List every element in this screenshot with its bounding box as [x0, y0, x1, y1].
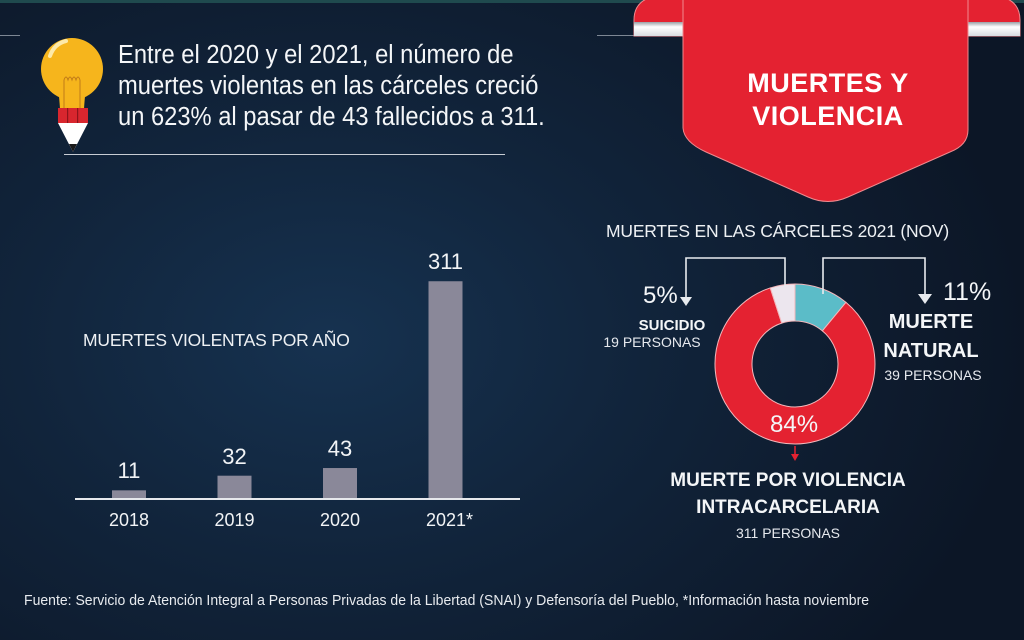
headline-line: un 623% al pasar de 43 fallecidos a 311. — [118, 103, 545, 131]
count-natural: 39 PERSONAS — [884, 367, 982, 383]
connector-natural — [822, 257, 926, 296]
section-banner — [633, 0, 1021, 202]
arrow-suicidio — [680, 297, 692, 306]
label-violencia-2: INTRACARCELARIA — [696, 497, 880, 518]
donut-chart-title: MUERTES EN LAS CÁRCELES 2021 (NOV) — [606, 221, 949, 241]
bar-value-label: 11 — [117, 458, 141, 484]
arrow-natural — [918, 294, 932, 304]
bar-category-label: 2021* — [425, 510, 474, 530]
bar-value-label: 43 — [327, 436, 353, 462]
pct-violencia: 84% — [770, 411, 819, 438]
donut-slice-muerte-por-violencia-intracarcelaria — [714, 287, 876, 445]
label-violencia-1: MUERTE POR VIOLENCIA — [670, 470, 906, 491]
bar-chart-title: MUERTES VIOLENTAS POR AÑO — [83, 330, 350, 350]
bar-category-label: 2018 — [108, 510, 150, 530]
bar-2019 — [217, 475, 252, 498]
pct-natural: 11% — [943, 278, 992, 306]
banner-title-line: VIOLENCIA — [752, 101, 904, 131]
banner-title-line: MUERTES Y — [747, 68, 909, 98]
bar-value-label: 311 — [427, 249, 464, 275]
top-rule-right — [597, 35, 637, 36]
banner-title: MUERTES Y VIOLENCIA — [683, 67, 973, 133]
banner-shape — [682, 0, 969, 202]
arrow-violencia — [791, 454, 799, 461]
headline: Entre el 2020 y el 2021, el número de mu… — [118, 40, 564, 133]
label-suicidio: SUICIDIO — [638, 317, 706, 334]
top-strip — [0, 0, 1024, 3]
count-violencia: 311 PERSONAS — [735, 525, 840, 541]
bar-category-label: 2019 — [214, 510, 255, 530]
headline-line: Entre el 2020 y el 2021, el número de — [118, 41, 514, 69]
donut-slice-suicidio — [769, 283, 796, 324]
label-natural-1: MUERTE — [888, 311, 974, 333]
top-rule-left — [0, 35, 20, 36]
lightbulb-pencil-icon — [41, 38, 103, 152]
bar-2018 — [112, 490, 146, 498]
bar-category-label: 2020 — [319, 510, 361, 530]
label-natural-2: NATURAL — [883, 340, 979, 362]
bar-value-label: 32 — [222, 443, 247, 469]
connector-suicidio — [685, 257, 786, 300]
source-note: Fuente: Servicio de Atención Integral a … — [24, 592, 870, 609]
headline-underline — [64, 154, 505, 155]
headline-line: muertes violentas en las cárceles creció — [118, 72, 539, 100]
count-suicidio: 19 PERSONAS — [603, 334, 701, 350]
bar-2020 — [323, 468, 357, 498]
bar-2021 — [428, 281, 463, 498]
pct-suicidio: 5% — [643, 282, 678, 309]
